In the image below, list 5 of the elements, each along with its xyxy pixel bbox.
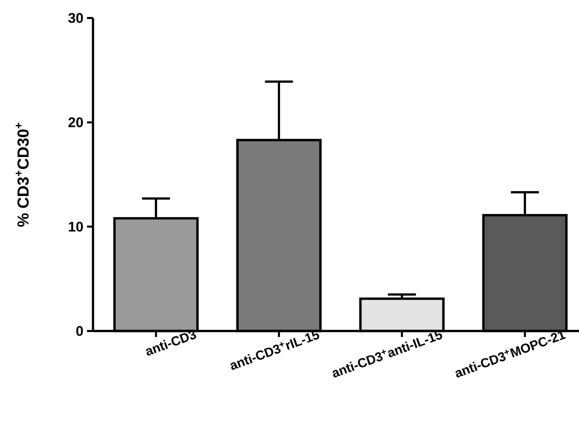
- y-tick-label: 0: [76, 326, 83, 336]
- y-tick-label: 10: [68, 222, 83, 232]
- y-tick-label: 30: [68, 13, 83, 23]
- y-tick-label: 20: [68, 117, 83, 128]
- y-axis-title: % CD3$^{+}$CD30$^{+}$: [16, 122, 29, 227]
